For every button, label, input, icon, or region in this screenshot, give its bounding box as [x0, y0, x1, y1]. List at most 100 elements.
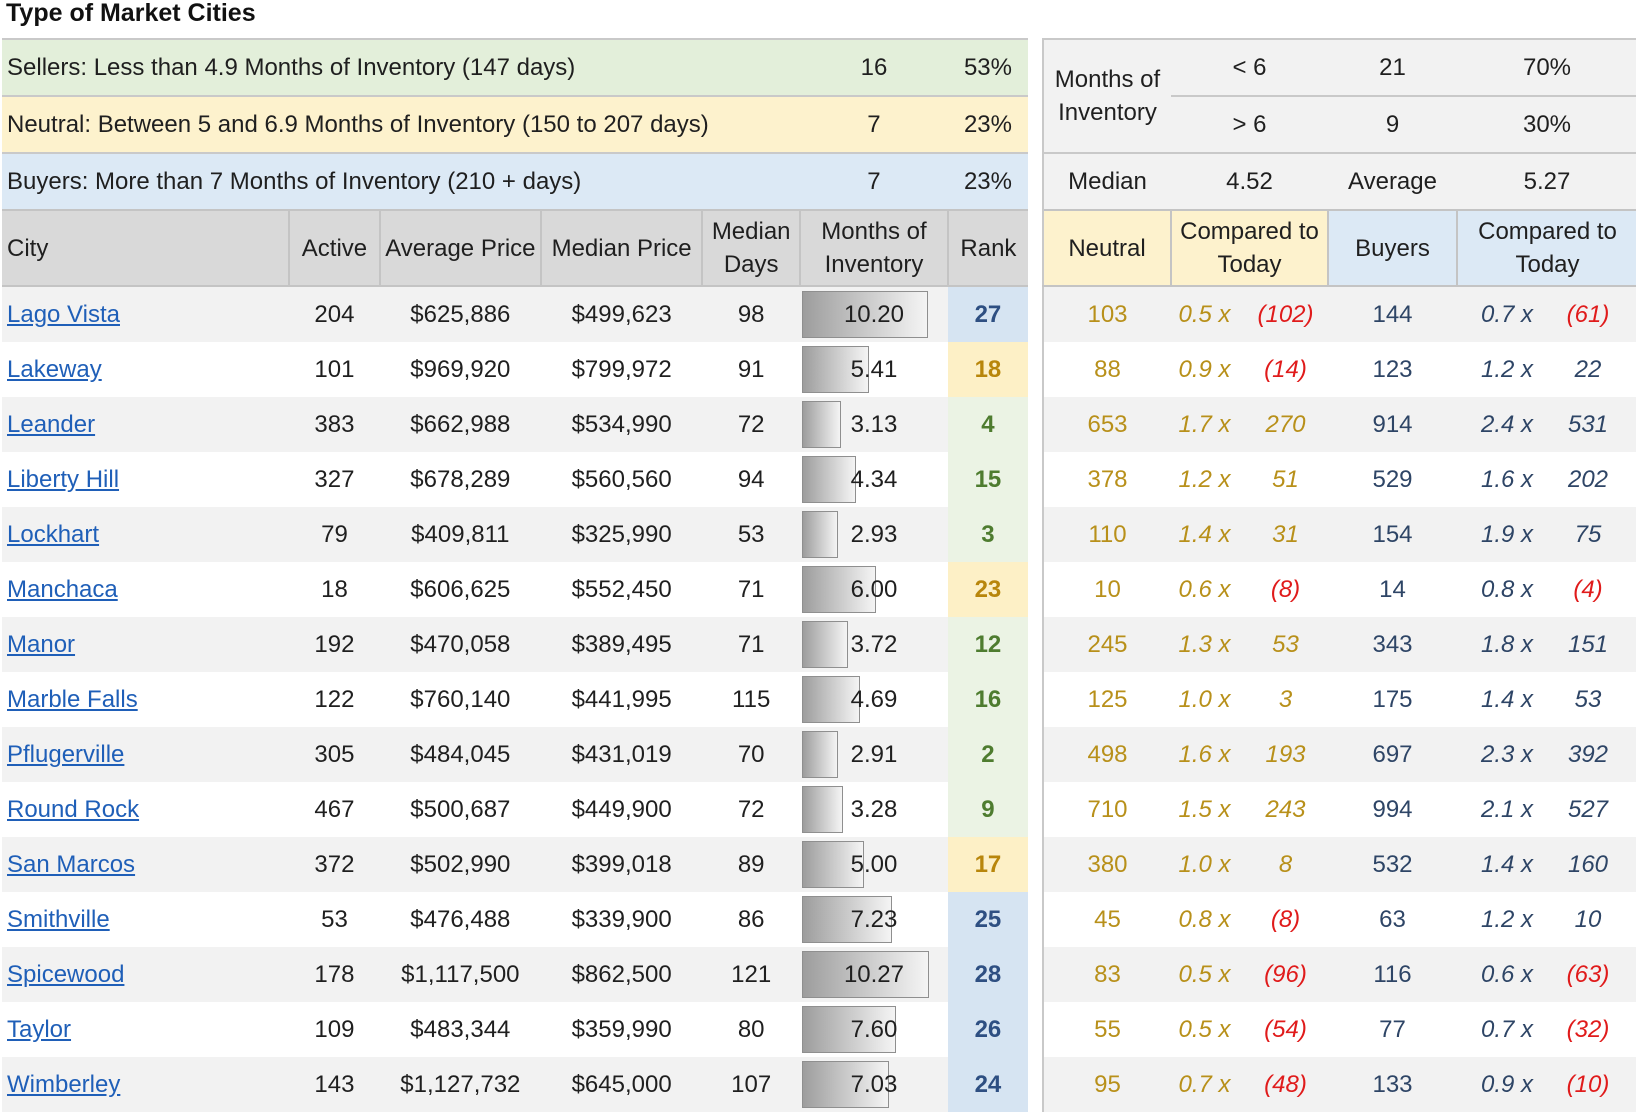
median-days-cell: 72	[702, 397, 801, 452]
active-cell: 383	[289, 397, 380, 452]
active-cell: 53	[321, 905, 348, 933]
median-price-cell: $552,450	[571, 575, 672, 603]
buyers-cell: 154	[1328, 507, 1457, 562]
city-link[interactable]: Manor	[7, 630, 76, 658]
summary-pct: 53%	[947, 38, 1028, 96]
header-average-price[interactable]: Average Price	[379, 209, 542, 287]
city-link[interactable]: Marble Falls	[7, 685, 138, 713]
moi-value: 3.28	[850, 795, 898, 823]
average-price-cell: $470,058	[379, 617, 541, 672]
header-active[interactable]: Active	[289, 209, 381, 287]
city-link[interactable]: Wimberley	[7, 1070, 121, 1098]
neutral-compare-cell: 0.9 x (14)	[1171, 342, 1328, 397]
buyers-ratio: 1.8 x	[1480, 630, 1534, 658]
city-link[interactable]: Lakeway	[7, 355, 102, 383]
months-of-inventory-cell: 10.27	[800, 947, 948, 1002]
city-link[interactable]: Liberty Hill	[7, 465, 120, 493]
table-row: Smithville 53 $476,488 $339,900 86 7.23 25	[2, 892, 1028, 947]
neutral-compare-cell: 1.0 x 8	[1171, 837, 1328, 892]
average-price-cell: $476,488	[410, 905, 511, 933]
header-compared-buyers[interactable]: Compared to Today	[1457, 209, 1636, 287]
buyers-compare-cell: 0.9 x (10)	[1457, 1057, 1636, 1112]
average-price-cell: $662,988	[379, 397, 541, 452]
months-of-inventory-cell: 5.00	[800, 837, 948, 892]
header-neutral[interactable]: Neutral	[1042, 209, 1172, 287]
city-link[interactable]: Leander	[7, 410, 96, 438]
median-days-cell: 86	[737, 905, 765, 933]
buyers-cell: 133	[1328, 1057, 1457, 1112]
rank-cell: 25	[947, 892, 1028, 947]
header-buyers[interactable]: Buyers	[1328, 209, 1458, 287]
comparison-row: 83 0.5 x (96) 116 0.6 x (63)	[1042, 947, 1636, 1002]
city-cell: Leander	[2, 397, 290, 452]
rank-cell: 16	[947, 672, 1028, 727]
buyers-compare-cell: 2.4 x 531	[1457, 397, 1636, 452]
summary-label: Neutral: Between 5 and 6.9 Months of Inv…	[2, 95, 801, 153]
table-row: Liberty Hill 327 $678,289 $560,560 94 4.34 15	[2, 452, 1028, 507]
median-days-cell: 71	[702, 617, 801, 672]
months-of-inventory-cell: 7.03	[800, 1057, 948, 1112]
moi-value: 5.00	[850, 850, 898, 878]
median-days-cell: 94	[737, 465, 765, 493]
neutral-ratio: 0.5 x	[1178, 300, 1231, 328]
active-cell: 305	[289, 727, 380, 782]
moi-value: 10.27	[843, 960, 904, 988]
rank-cell: 26	[947, 1002, 1028, 1057]
neutral-diff: (102)	[1257, 300, 1314, 328]
city-link[interactable]: Round Rock	[7, 795, 140, 823]
months-of-inventory-cell: 4.69	[800, 672, 948, 727]
neutral-diff: 3	[1278, 685, 1293, 713]
neutral-cell: 380	[1042, 837, 1171, 892]
city-link[interactable]: Lago Vista	[7, 300, 120, 328]
neutral-ratio: 0.7 x	[1178, 1070, 1231, 1098]
city-cell: Spicewood	[2, 947, 290, 1002]
neutral-cell: 10	[1042, 562, 1171, 617]
median-average-row: Median 4.52 Average 5.27	[1042, 152, 1636, 210]
city-link[interactable]: Spicewood	[7, 960, 125, 988]
median-days-cell: 53	[702, 507, 801, 562]
header-rank[interactable]: Rank	[947, 209, 1028, 287]
summary-count: 7	[800, 152, 948, 210]
city-link[interactable]: Smithville	[7, 905, 110, 933]
neutral-cell: 55	[1042, 1002, 1171, 1057]
active-cell: 122	[314, 685, 355, 713]
header-compared-neutral[interactable]: Compared to Today	[1171, 209, 1329, 287]
buyers-compare-cell: 0.7 x (61)	[1457, 286, 1636, 342]
median-days-cell: 91	[737, 355, 765, 383]
neutral-ratio: 1.0 x	[1178, 850, 1231, 878]
city-link[interactable]: Lockhart	[7, 520, 100, 548]
rank-cell: 15	[947, 452, 1028, 507]
neutral-compare-cell: 1.2 x 51	[1171, 452, 1328, 507]
buyers-compare-cell: 1.2 x 22	[1457, 342, 1636, 397]
header-city[interactable]: City	[2, 209, 291, 287]
header-median-price[interactable]: Median Price	[540, 209, 704, 287]
city-market-table: Sellers: Less than 4.9 Months of Invento…	[2, 38, 1028, 1112]
buyers-ratio: 1.2 x	[1480, 905, 1534, 933]
moi-gt-count: 9	[1328, 96, 1457, 153]
neutral-diff: 51	[1272, 465, 1299, 493]
city-link[interactable]: Manchaca	[7, 575, 118, 603]
buyers-diff: 22	[1574, 355, 1602, 383]
months-of-inventory-cell: 5.41	[800, 342, 948, 397]
moi-data-bar	[802, 566, 877, 613]
buyers-compare-cell: 1.8 x 151	[1457, 617, 1636, 672]
moi-value: 10.20	[843, 300, 904, 328]
city-cell: Marble Falls	[2, 672, 289, 727]
active-cell: 101	[314, 355, 355, 383]
moi-label: Months of Inventory	[1042, 38, 1171, 153]
median-days-cell: 98	[702, 286, 801, 342]
average-price-cell: $678,289	[410, 465, 511, 493]
buyers-ratio: 2.4 x	[1480, 410, 1534, 438]
city-link[interactable]: Pflugerville	[7, 740, 125, 768]
header-months-of-inventory[interactable]: Months of Inventory	[800, 209, 949, 287]
median-price-cell: $399,018	[540, 837, 703, 892]
neutral-diff: 31	[1272, 520, 1299, 548]
rank-cell: 24	[947, 1057, 1028, 1112]
header-median-days[interactable]: Median Days	[702, 209, 802, 287]
city-link[interactable]: Taylor	[7, 1015, 72, 1043]
buyers-cell: 77	[1379, 1015, 1406, 1043]
city-link[interactable]: San Marcos	[7, 850, 136, 878]
neutral-compare-cell: 0.5 x (102)	[1171, 286, 1328, 342]
buyers-ratio: 2.3 x	[1480, 740, 1534, 768]
neutral-compare-cell: 0.8 x (8)	[1171, 892, 1328, 947]
